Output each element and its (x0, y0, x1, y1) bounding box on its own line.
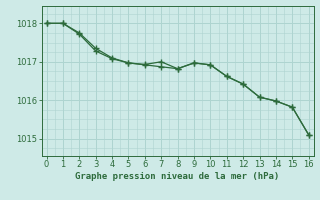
X-axis label: Graphe pression niveau de la mer (hPa): Graphe pression niveau de la mer (hPa) (76, 172, 280, 181)
